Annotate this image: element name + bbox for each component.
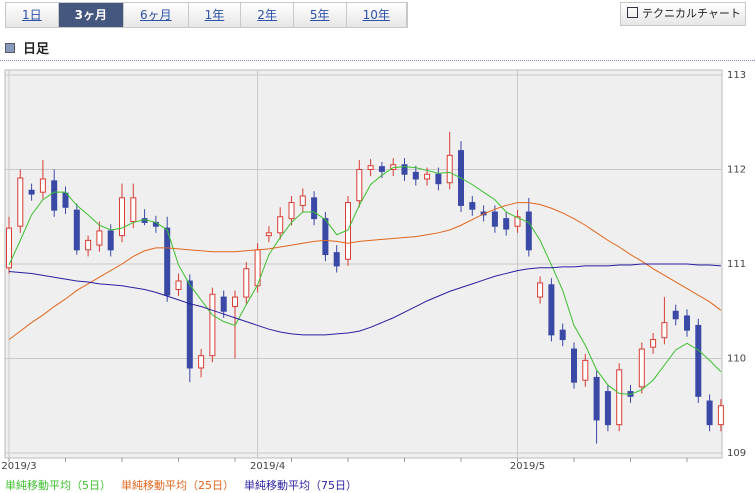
candle-body	[684, 315, 690, 331]
candle-body	[672, 310, 679, 320]
legend: 単純移動平均（5日） 単純移動平均（25日） 単純移動平均（75日）	[5, 477, 357, 493]
candle-body	[130, 197, 137, 222]
candle-body	[582, 359, 589, 381]
legend-entry: 単純移動平均（75日）	[244, 479, 357, 492]
period-tab[interactable]: 3ヶ月	[58, 3, 124, 27]
candle-body	[525, 211, 532, 251]
candle-body	[548, 284, 555, 336]
candle-body	[73, 209, 80, 251]
candle-body	[209, 293, 216, 357]
candle-body	[299, 195, 306, 206]
candle-body	[650, 339, 657, 348]
candle-body	[85, 239, 92, 251]
period-tabs: 1日 3ヶ月 6ヶ月 1年 2年 5年 10年	[5, 2, 408, 28]
y-tick-label: 109	[727, 448, 746, 459]
candle-body	[435, 173, 442, 185]
candle-body	[17, 177, 24, 227]
candle-body	[220, 296, 227, 312]
y-tick-label: 112	[727, 165, 746, 176]
candle-body	[559, 329, 566, 341]
candle-body	[537, 282, 544, 298]
candle-body	[186, 280, 193, 369]
icon	[5, 43, 15, 53]
candle-body	[288, 202, 295, 220]
x-tick-label: 2019/5	[510, 461, 545, 472]
candle-body	[311, 197, 318, 220]
candle-body	[62, 192, 69, 208]
legend-entry: 単純移動平均（25日）	[121, 479, 234, 492]
moving-average-line	[8, 263, 721, 336]
candle-body	[243, 268, 250, 298]
candle-body	[571, 348, 577, 383]
candle-body	[164, 227, 171, 296]
candle-body	[232, 296, 238, 308]
candle-body	[491, 211, 498, 227]
candle-body	[469, 202, 476, 210]
candle-body	[604, 391, 611, 426]
period-tab[interactable]: 1日	[6, 3, 59, 27]
candle-body	[39, 178, 46, 193]
x-tick-label: 2019/4	[250, 461, 285, 472]
candle-body	[446, 154, 453, 184]
candle-body	[6, 227, 12, 269]
candle-body	[661, 322, 668, 339]
period-tab[interactable]: 10年	[347, 3, 407, 27]
technical-chart-button[interactable]: テクニカルチャート	[620, 2, 746, 26]
candle-body	[333, 252, 340, 267]
candle-body	[503, 218, 510, 230]
candle-body	[514, 216, 521, 227]
candle-body	[107, 230, 114, 251]
candle-body	[367, 165, 374, 171]
candle-body	[265, 232, 272, 237]
candle-body	[96, 230, 103, 246]
candle-body	[401, 164, 408, 175]
candle-body	[695, 324, 702, 397]
candle-body	[28, 189, 35, 195]
candle-body	[412, 171, 419, 180]
candle-body	[717, 405, 724, 426]
period-tab[interactable]: 6ヶ月	[124, 3, 189, 27]
button-label: テクニカルチャート	[642, 7, 741, 20]
moving-average-line	[8, 166, 722, 395]
heading: 日足	[5, 38, 49, 57]
candle-body	[593, 376, 600, 421]
candle-body	[175, 280, 182, 291]
candle-body	[378, 166, 385, 172]
candle-body	[356, 169, 363, 202]
candle-body	[322, 218, 329, 256]
candle-body	[51, 180, 58, 211]
y-tick-label: 113	[727, 70, 746, 81]
candle-body	[277, 216, 284, 234]
candle-body	[616, 369, 623, 426]
x-tick-label: 2019/3	[1, 461, 36, 472]
candle-body	[119, 197, 125, 237]
moving-average-line	[8, 202, 722, 340]
candle-body	[198, 355, 205, 369]
icon	[627, 7, 638, 18]
candle-body	[638, 348, 645, 388]
divider	[0, 60, 755, 61]
legend-entry: 単純移動平均（5日）	[5, 479, 111, 492]
period-tab[interactable]: 2年	[241, 3, 294, 27]
chart-title: 日足	[23, 42, 50, 57]
candle-body	[706, 400, 713, 426]
candle-body	[424, 173, 431, 180]
period-tab[interactable]: 1年	[189, 3, 242, 27]
y-tick-label: 111	[727, 259, 746, 270]
period-tab[interactable]: 5年	[294, 3, 347, 27]
y-tick-label: 110	[727, 354, 746, 365]
